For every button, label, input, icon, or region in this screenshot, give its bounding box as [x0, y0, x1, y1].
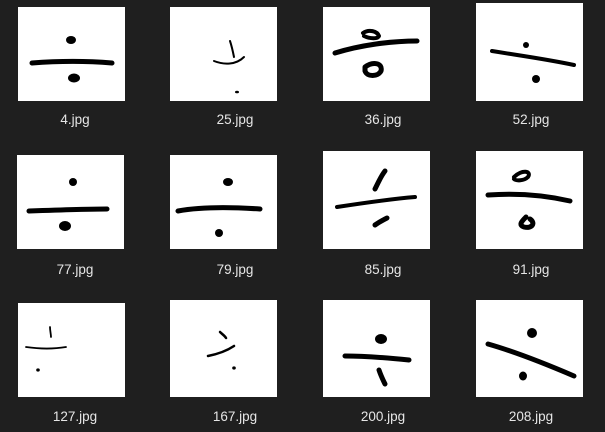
file-name-label: 77.jpg: [56, 262, 94, 277]
image-thumbnail[interactable]: [18, 7, 125, 101]
file-name-label: 4.jpg: [60, 112, 90, 127]
image-thumbnail[interactable]: [18, 303, 125, 397]
file-name-label: 85.jpg: [364, 262, 402, 277]
image-thumbnail[interactable]: [323, 7, 430, 101]
image-thumbnail[interactable]: [323, 300, 430, 397]
file-name-label: 91.jpg: [512, 262, 550, 277]
image-thumbnail[interactable]: [476, 151, 583, 249]
file-name-label: 25.jpg: [216, 112, 254, 127]
image-thumbnail[interactable]: [476, 300, 583, 397]
file-name-label: 127.jpg: [52, 409, 98, 424]
image-thumbnail[interactable]: [170, 7, 277, 101]
image-thumbnail[interactable]: [17, 155, 124, 249]
file-name-label: 52.jpg: [512, 112, 550, 127]
image-thumbnail[interactable]: [323, 151, 430, 249]
file-name-label: 208.jpg: [508, 409, 554, 424]
file-name-label: 200.jpg: [360, 409, 406, 424]
file-name-label: 36.jpg: [364, 112, 402, 127]
image-thumbnail[interactable]: [170, 155, 277, 249]
file-name-label: 167.jpg: [212, 409, 258, 424]
image-thumbnail[interactable]: [476, 3, 583, 101]
file-name-label: 79.jpg: [216, 262, 254, 277]
image-thumbnail[interactable]: [170, 300, 277, 397]
